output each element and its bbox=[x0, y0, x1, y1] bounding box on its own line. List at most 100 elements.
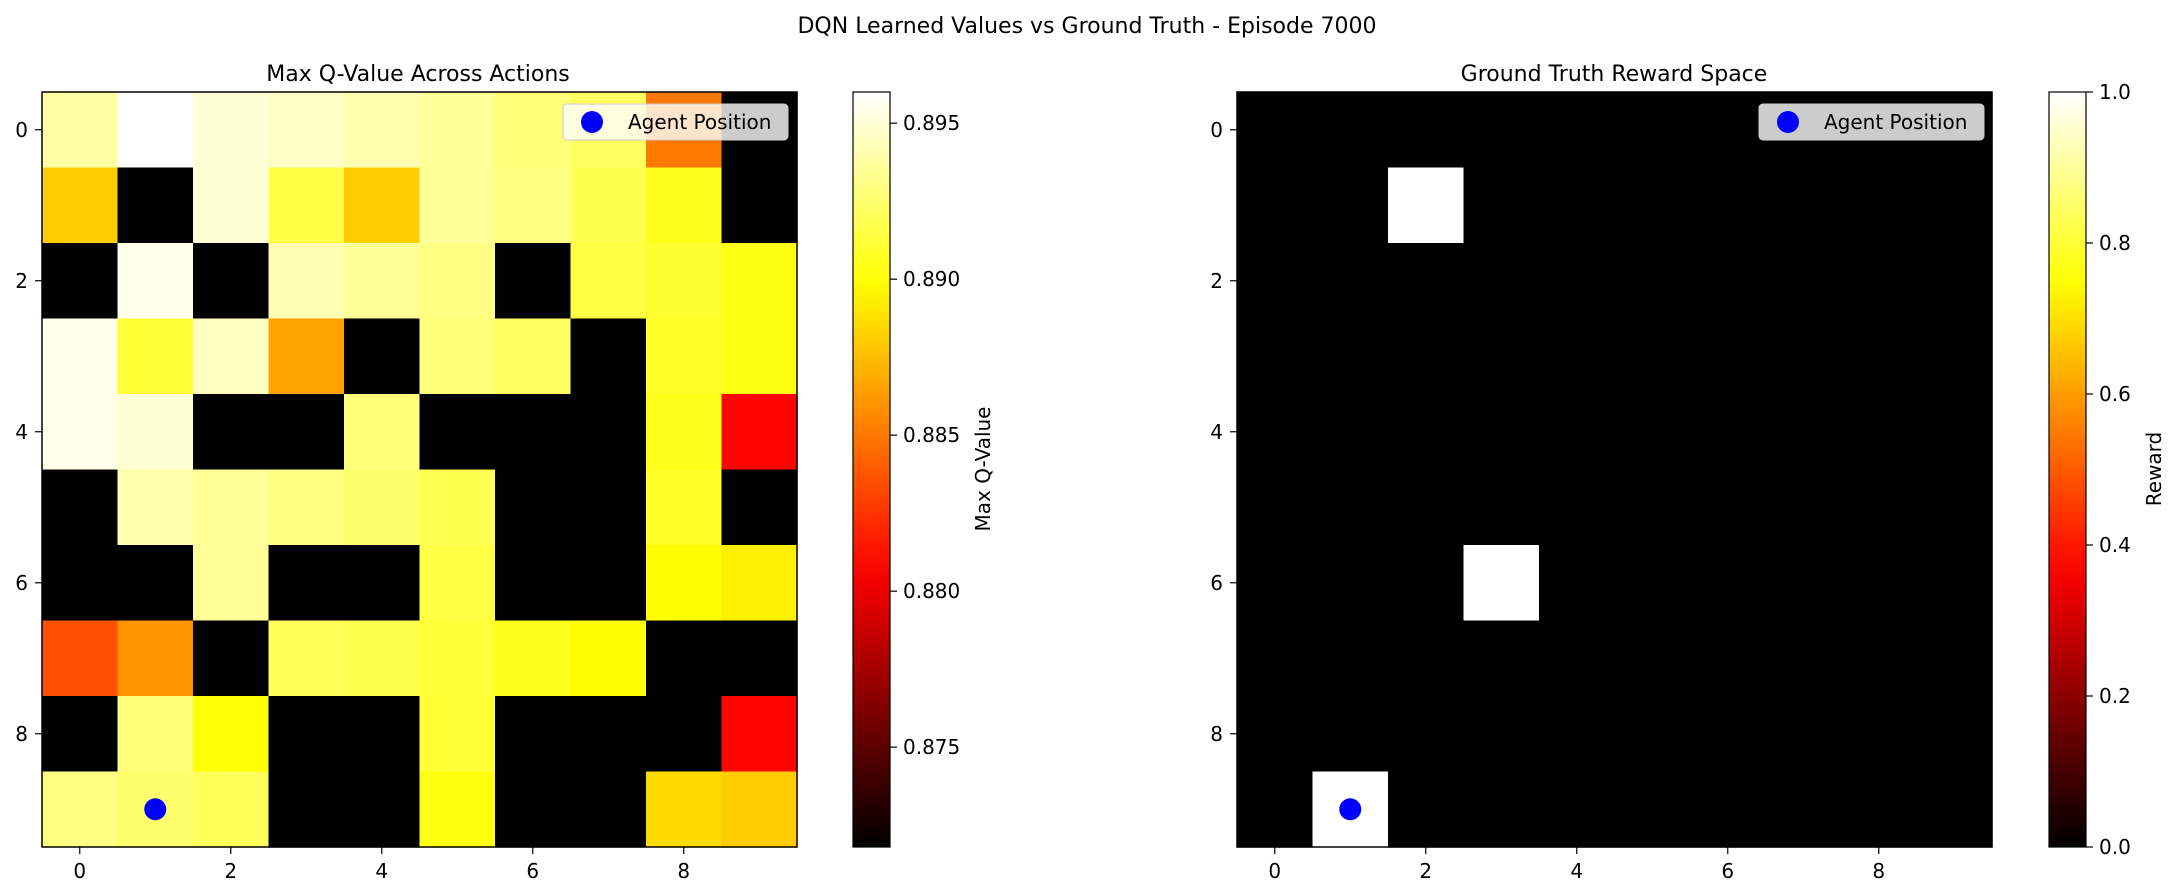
q-value-axes-frame bbox=[41, 91, 798, 848]
q-value-colorbar-label: Max Q-Value bbox=[971, 407, 995, 532]
heatmap-cell bbox=[1388, 696, 1465, 773]
heatmap-cell bbox=[721, 469, 798, 546]
heatmap-cell bbox=[344, 318, 421, 395]
q-value-legend-label: Agent Position bbox=[628, 110, 771, 134]
heatmap-cell bbox=[570, 620, 647, 697]
heatmap-cell bbox=[1539, 394, 1616, 471]
heatmap-cell bbox=[1614, 318, 1691, 395]
heatmap-cell bbox=[1916, 243, 1993, 320]
heatmap-cell bbox=[1312, 243, 1389, 320]
heatmap-cell bbox=[1916, 167, 1993, 244]
colorbar-frame bbox=[852, 91, 891, 848]
heatmap-cell bbox=[1690, 394, 1767, 471]
reward-agent-layer bbox=[1339, 798, 1362, 821]
heatmap-cell bbox=[1614, 545, 1691, 622]
x-tick-label: 4 bbox=[1570, 859, 1583, 883]
heatmap-cell bbox=[268, 394, 345, 471]
heatmap-cell bbox=[344, 394, 421, 471]
y-tick-label: 4 bbox=[1210, 420, 1223, 444]
q-value-colorbar: 0.875 0.880 0.885 0.890 0.895 bbox=[852, 91, 960, 848]
heatmap-cell bbox=[1690, 620, 1767, 697]
heatmap-cell bbox=[721, 771, 798, 848]
colorbar-tick-label: 0.8 bbox=[2099, 231, 2131, 255]
heatmap-cell bbox=[1237, 771, 1314, 848]
heatmap-cell bbox=[1841, 167, 1918, 244]
colorbar-tick-label: 0.0 bbox=[2099, 835, 2131, 859]
heatmap-cell bbox=[1237, 620, 1314, 697]
colorbar-gradient bbox=[2049, 92, 2086, 847]
heatmap-cell bbox=[646, 545, 723, 622]
heatmap-cell bbox=[1614, 394, 1691, 471]
heatmap-cell bbox=[1463, 771, 1540, 848]
heatmap-cell bbox=[1312, 318, 1389, 395]
heatmap-cell bbox=[495, 167, 572, 244]
heatmap-cell bbox=[1312, 545, 1389, 622]
heatmap-cell bbox=[117, 92, 194, 169]
x-tick-label: 2 bbox=[1419, 859, 1432, 883]
q-value-x-ticks: 0 2 4 6 8 bbox=[73, 847, 690, 883]
heatmap-cell bbox=[570, 771, 647, 848]
heatmap-cell bbox=[117, 394, 194, 471]
heatmap-cell bbox=[117, 545, 194, 622]
heatmap-cell bbox=[495, 620, 572, 697]
heatmap-cell bbox=[1312, 167, 1389, 244]
heatmap-cell bbox=[1388, 620, 1465, 697]
heatmap-cell bbox=[193, 771, 270, 848]
heatmap-cell bbox=[721, 318, 798, 395]
heatmap-cell bbox=[419, 167, 496, 244]
y-tick-label: 0 bbox=[1210, 118, 1223, 142]
heatmap-cell bbox=[42, 394, 119, 471]
q-value-panel: Max Q-Value Across Actions 0 2 4 6 8 0 2 4 6 8 A… bbox=[15, 62, 995, 883]
heatmap-cell bbox=[268, 469, 345, 546]
agent-marker-icon bbox=[581, 111, 603, 133]
heatmap-cell bbox=[42, 620, 119, 697]
heatmap-cell bbox=[1463, 167, 1540, 244]
heatmap-cell bbox=[117, 318, 194, 395]
heatmap-cell bbox=[646, 243, 723, 320]
heatmap-cell bbox=[495, 696, 572, 773]
heatmap-cell bbox=[570, 243, 647, 320]
heatmap-cell bbox=[419, 545, 496, 622]
heatmap-cell bbox=[1765, 771, 1842, 848]
colorbar-tick-label: 0.885 bbox=[903, 423, 960, 447]
heatmap-cell bbox=[1539, 243, 1616, 320]
y-tick-label: 6 bbox=[1210, 571, 1223, 595]
heatmap-cell bbox=[193, 696, 270, 773]
heatmap-cell bbox=[1463, 92, 1540, 169]
heatmap-cell bbox=[1841, 771, 1918, 848]
heatmap-cell bbox=[344, 545, 421, 622]
colorbar-tick-label: 0.2 bbox=[2099, 684, 2131, 708]
heatmap-cell bbox=[721, 620, 798, 697]
y-tick-label: 2 bbox=[15, 269, 28, 293]
heatmap-cell bbox=[495, 92, 572, 169]
heatmap-cell bbox=[42, 92, 119, 169]
heatmap-cell bbox=[1312, 394, 1389, 471]
colorbar-tick-label: 0.875 bbox=[903, 735, 960, 759]
heatmap-cell bbox=[1916, 696, 1993, 773]
reward-y-ticks: 0 2 4 6 8 bbox=[1210, 118, 1237, 746]
heatmap-cell bbox=[419, 620, 496, 697]
heatmap-cell bbox=[570, 696, 647, 773]
heatmap-cell bbox=[1463, 696, 1540, 773]
heatmap-cell bbox=[1916, 771, 1993, 848]
heatmap-cell bbox=[570, 394, 647, 471]
heatmap-cell bbox=[646, 394, 723, 471]
heatmap-cell bbox=[1237, 318, 1314, 395]
heatmap-cell bbox=[117, 243, 194, 320]
colorbar-gradient bbox=[853, 92, 890, 847]
heatmap-cell bbox=[646, 620, 723, 697]
heatmap-cell bbox=[1614, 696, 1691, 773]
heatmap-cell bbox=[1388, 243, 1465, 320]
heatmap-cell bbox=[1237, 696, 1314, 773]
heatmap-cell bbox=[1237, 394, 1314, 471]
heatmap-cell bbox=[419, 92, 496, 169]
heatmap-cell bbox=[1539, 771, 1616, 848]
heatmap-cell bbox=[268, 318, 345, 395]
q-value-heatmap bbox=[42, 92, 798, 848]
heatmap-cell bbox=[646, 469, 723, 546]
y-tick-label: 2 bbox=[1210, 269, 1223, 293]
heatmap-cell bbox=[495, 243, 572, 320]
heatmap-cell bbox=[1539, 92, 1616, 169]
agent-position-marker bbox=[1339, 798, 1362, 821]
heatmap-cell bbox=[1312, 696, 1389, 773]
